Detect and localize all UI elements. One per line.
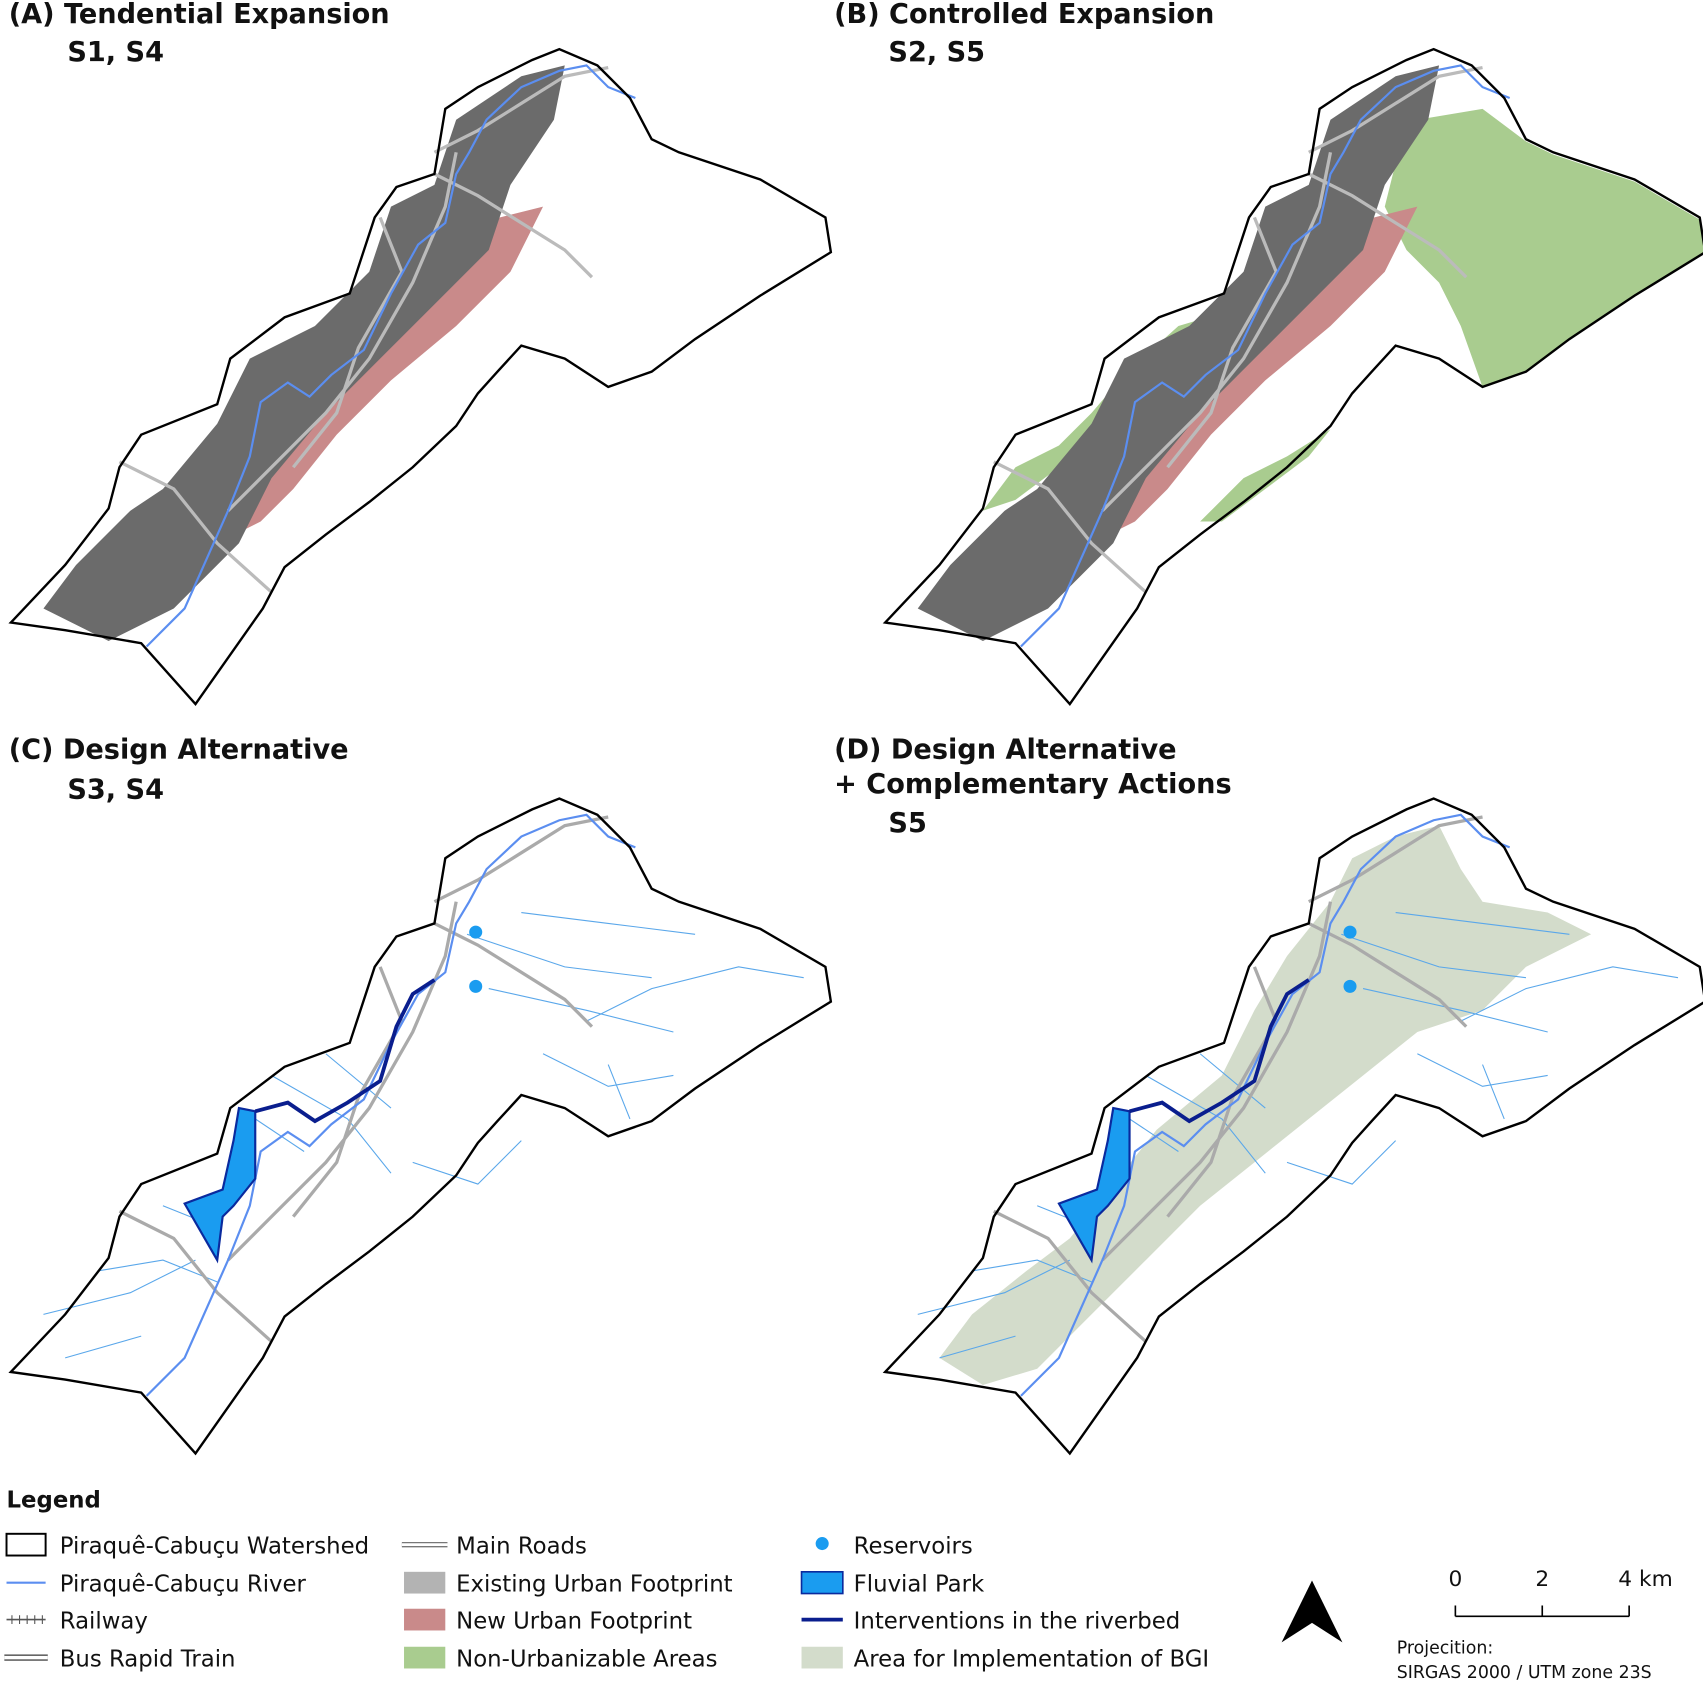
legend-label: Main Roads xyxy=(456,1533,587,1559)
legend-label: Railway xyxy=(60,1608,148,1634)
map-b xyxy=(883,47,1703,706)
legend-label: Existing Urban Footprint xyxy=(456,1571,732,1597)
projection-value: SIRGAS 2000 / UTM zone 23S xyxy=(1397,1663,1652,1683)
legend-label: Fluvial Park xyxy=(854,1571,985,1597)
map-d xyxy=(883,797,1703,1455)
panel-title: (C) Design Alternative xyxy=(9,734,349,765)
legend-label: Interventions in the riverbed xyxy=(854,1608,1181,1634)
legend-symbol xyxy=(815,1537,829,1551)
panel-title: (A) Tendential Expansion xyxy=(9,0,390,30)
map-c xyxy=(9,797,833,1455)
legend-label: Non-Urbanizable Areas xyxy=(456,1646,717,1672)
legend-symbol xyxy=(801,1646,843,1669)
map-a xyxy=(9,47,833,706)
north-arrow xyxy=(1312,1580,1343,1643)
panel-scenarios: S3, S4 xyxy=(67,775,164,806)
panel-scenarios: S5 xyxy=(888,808,926,839)
legend-symbol xyxy=(404,1608,446,1631)
legend-label: Piraquê-Cabuçu River xyxy=(60,1571,307,1597)
legend-symbol xyxy=(404,1646,446,1669)
legend-label: Bus Rapid Train xyxy=(60,1646,236,1672)
scale-label: 4 km xyxy=(1618,1567,1672,1592)
scale-label: 2 xyxy=(1535,1567,1549,1592)
legend-symbol xyxy=(404,1571,446,1594)
legend-symbol xyxy=(6,1615,46,1624)
legend-title: Legend xyxy=(7,1488,101,1514)
legend-label: Piraquê-Cabuçu Watershed xyxy=(60,1533,369,1559)
legend-label: Area for Implementation of BGI xyxy=(854,1646,1209,1672)
projection-label: Projecition: xyxy=(1397,1638,1494,1658)
panel-subtitle: + Complementary Actions xyxy=(834,769,1232,800)
north-arrow xyxy=(1281,1580,1313,1643)
legend: Legend Piraquê-Cabuçu Watershed Piraquê-… xyxy=(4,1488,1209,1672)
legend-label: New Urban Footprint xyxy=(456,1608,692,1634)
panel-title: (D) Design Alternative xyxy=(834,734,1176,765)
panel-scenarios: S1, S4 xyxy=(67,37,164,68)
scale-bar: 0 2 4 km xyxy=(1448,1567,1673,1618)
legend-symbol xyxy=(800,1570,844,1595)
legend-symbol xyxy=(5,1532,47,1557)
panel-scenarios: S2, S5 xyxy=(888,37,985,68)
scale-label: 0 xyxy=(1448,1567,1462,1592)
panel-title: (B) Controlled Expansion xyxy=(834,0,1214,30)
legend-label: Reservoirs xyxy=(854,1533,973,1559)
